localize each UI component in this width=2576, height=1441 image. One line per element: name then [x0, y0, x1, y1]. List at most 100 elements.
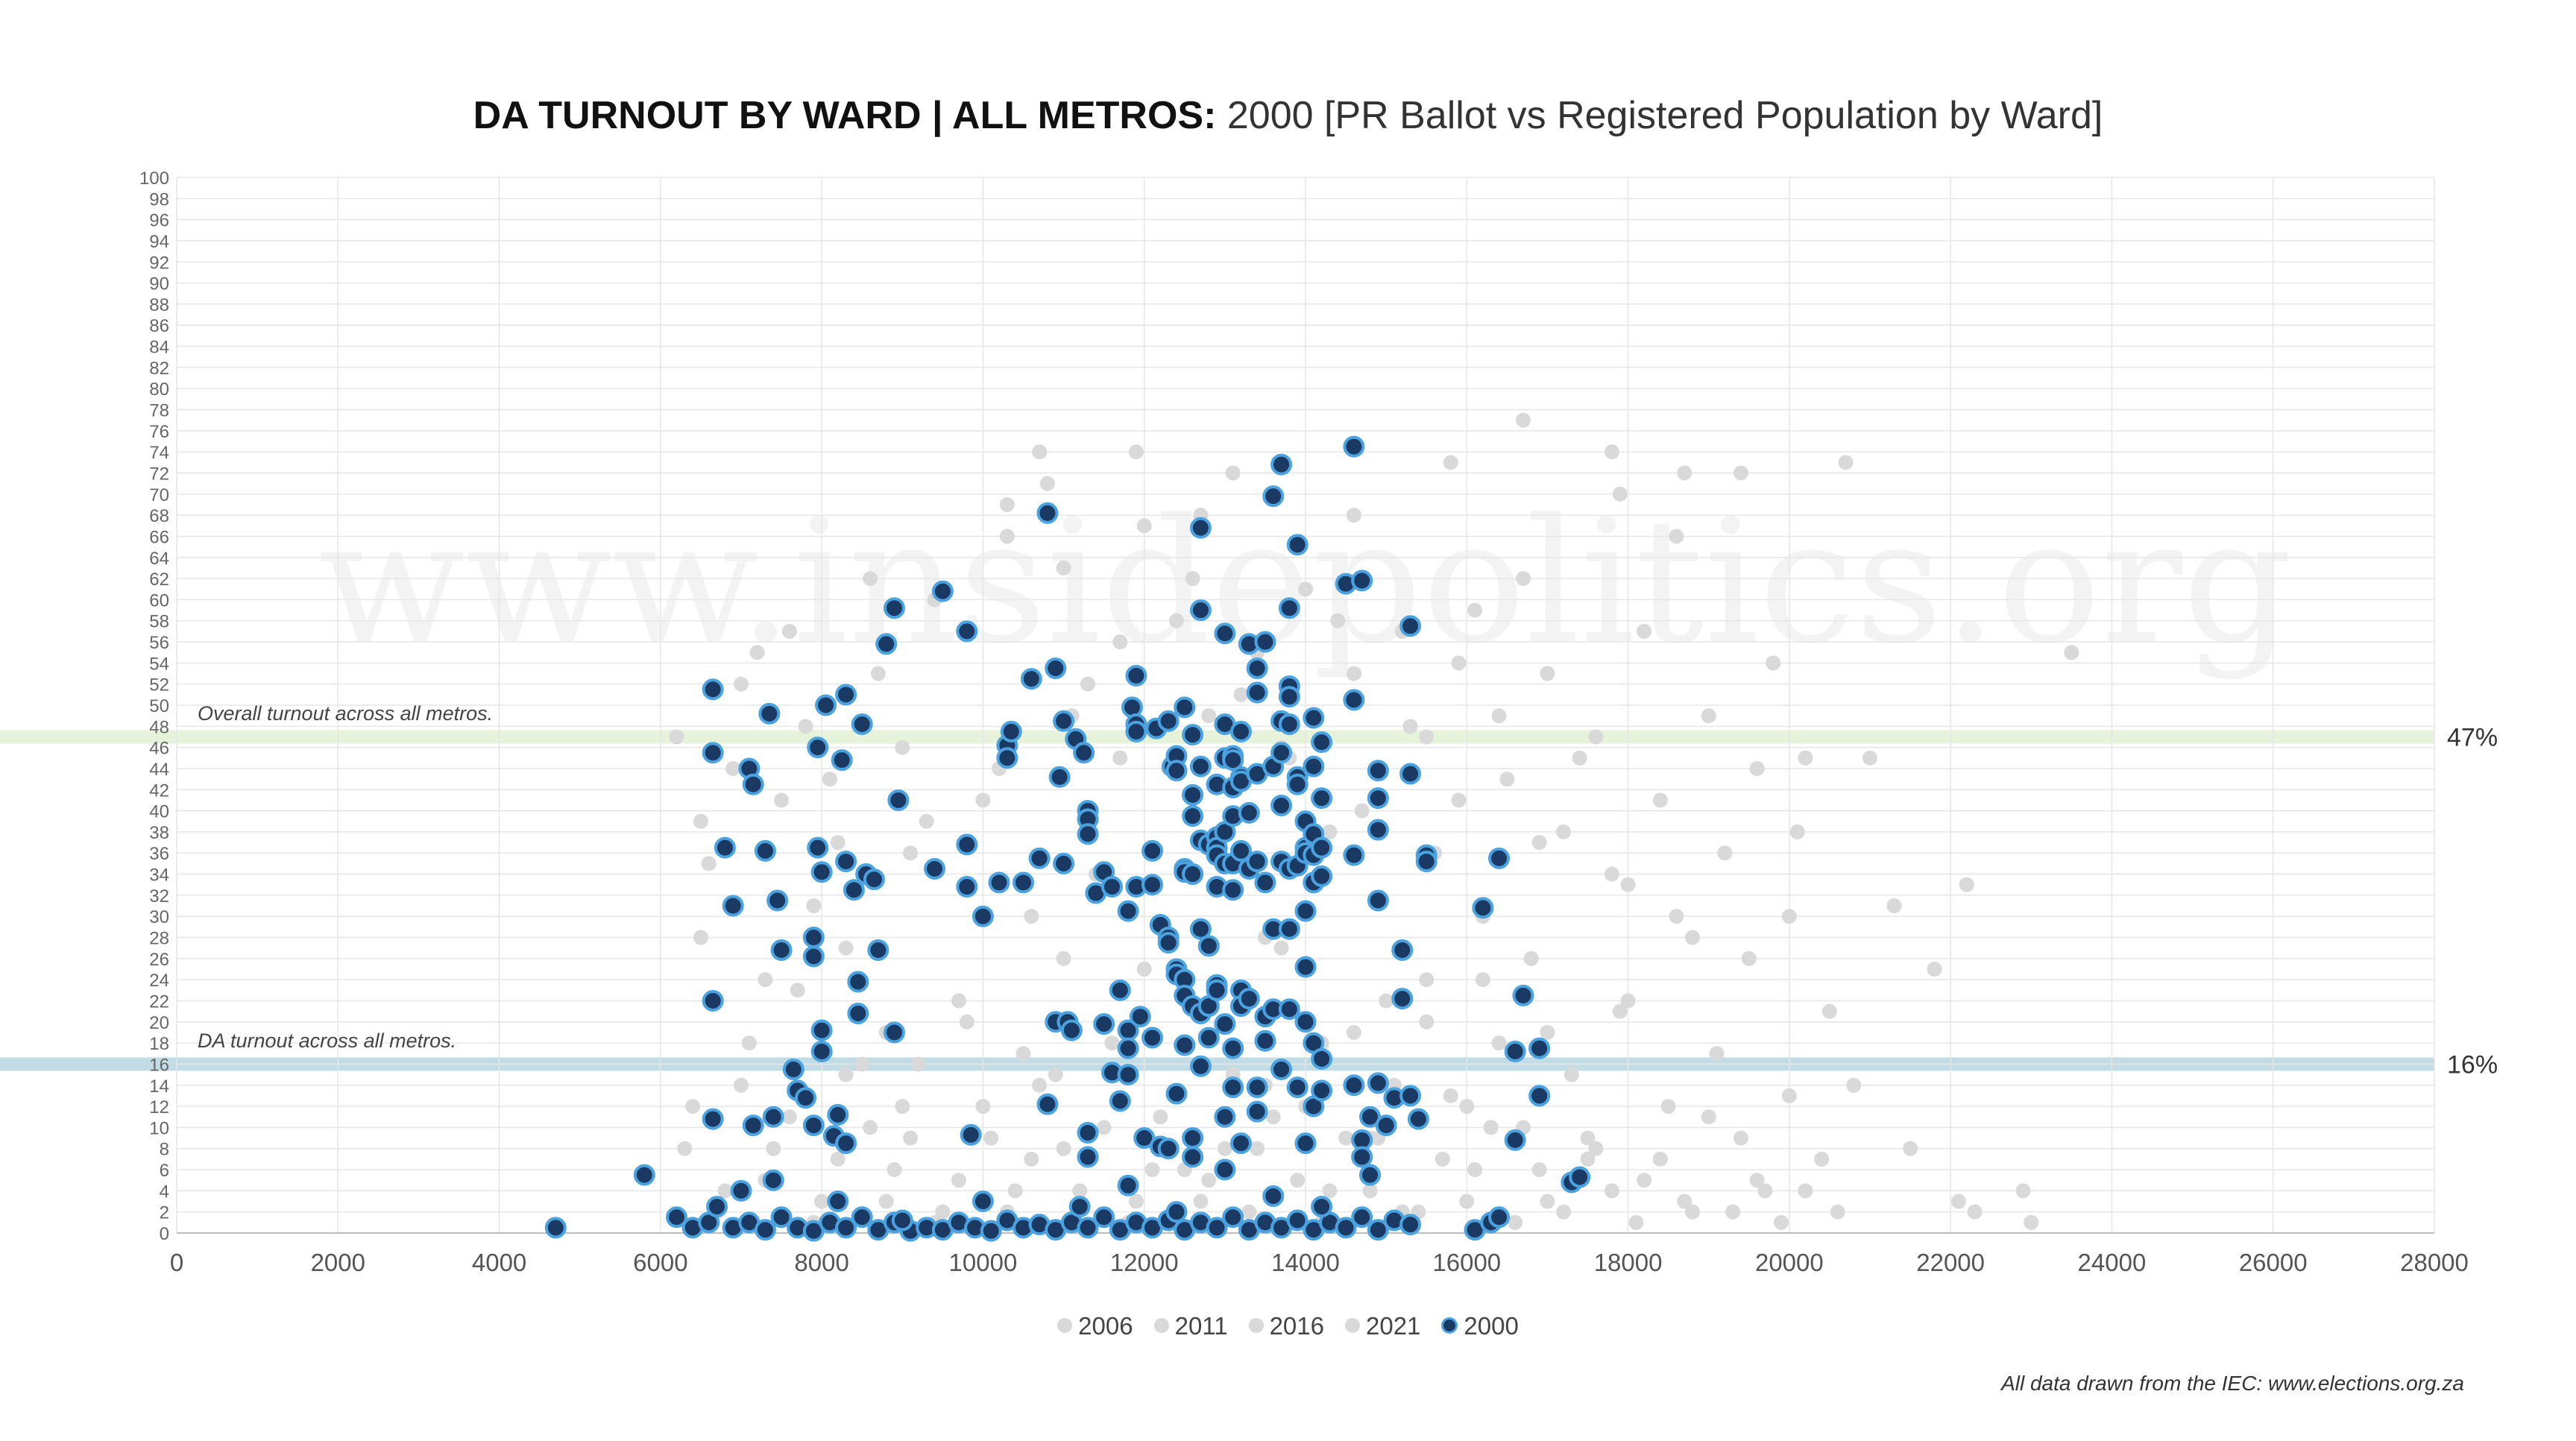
data-point-2000	[1214, 1013, 1236, 1035]
data-point-2000	[1359, 1106, 1382, 1128]
data-point-2000	[1270, 795, 1293, 817]
x-tick-label: 12000	[1110, 1249, 1179, 1276]
data-point-2016	[1443, 1088, 1458, 1103]
data-point-2000	[665, 1206, 687, 1229]
data-point-2016	[1741, 950, 1757, 966]
data-point-2000	[1020, 668, 1042, 690]
data-point-2000	[758, 702, 781, 725]
data-point-2006	[1588, 729, 1604, 745]
data-point-2000	[702, 1108, 724, 1130]
legend-swatch	[1153, 1318, 1169, 1334]
data-point-2016	[1128, 1194, 1144, 1209]
data-point-2000	[1189, 599, 1212, 622]
data-point-2006	[1015, 1046, 1031, 1062]
data-point-2000	[702, 989, 724, 1012]
data-point-2016	[1451, 792, 1467, 808]
data-point-2000	[1286, 1076, 1309, 1099]
y-tick-label: 58	[149, 612, 169, 632]
data-point-2021	[1419, 1014, 1435, 1029]
data-point-2000	[1048, 766, 1071, 788]
reference-value-label-da: 16%	[2447, 1050, 2498, 1079]
data-point-2000	[1000, 720, 1022, 742]
data-point-2000	[863, 868, 885, 891]
data-point-2011	[1515, 412, 1531, 428]
data-point-2000	[1311, 1196, 1333, 1218]
data-point-2000	[827, 1191, 849, 1213]
y-tick-label: 48	[149, 717, 169, 737]
data-point-2021	[1435, 1151, 1450, 1167]
data-point-2000	[1229, 720, 1252, 742]
data-point-2016	[1588, 1141, 1604, 1156]
x-tick-label: 14000	[1271, 1249, 1340, 1276]
data-point-2000	[1214, 622, 1236, 645]
data-point-2021	[1508, 1214, 1523, 1230]
data-point-2000	[1129, 1006, 1151, 1028]
data-point-2000	[770, 939, 793, 962]
data-point-2011	[1322, 824, 1338, 839]
data-point-2000	[1367, 760, 1389, 782]
data-point-2000	[1117, 1174, 1139, 1196]
data-point-2000	[807, 737, 829, 759]
data-point-2000	[1117, 1037, 1139, 1059]
data-point-2000	[766, 889, 789, 912]
data-point-2000	[1278, 686, 1300, 708]
data-point-2006	[1233, 687, 1249, 702]
data-point-2000	[1246, 1100, 1268, 1123]
data-point-2011	[1346, 666, 1361, 681]
x-tick-label: 26000	[2239, 1249, 2308, 1276]
data-point-2000	[1117, 900, 1139, 922]
data-point-2000	[1222, 879, 1244, 901]
data-point-2000	[714, 836, 736, 859]
y-tick-label: 54	[149, 654, 169, 674]
legend-item-2011: 2011	[1153, 1312, 1228, 1340]
data-point-2011	[1677, 465, 1692, 481]
data-point-2000	[1157, 932, 1180, 954]
data-point-2021	[975, 1099, 991, 1114]
y-tick-label: 74	[149, 443, 169, 463]
data-point-2016	[790, 983, 805, 998]
data-point-2021	[1677, 1194, 1692, 1209]
data-point-2011	[1701, 708, 1716, 724]
data-point-2000	[971, 1191, 994, 1213]
data-point-2006	[1039, 476, 1055, 491]
data-point-2000	[1278, 713, 1300, 735]
data-point-2000	[1053, 710, 1075, 732]
data-point-2000	[795, 1087, 817, 1109]
data-point-2000	[1182, 1146, 1204, 1168]
y-tick-label: 34	[149, 865, 169, 886]
data-point-2000	[1343, 689, 1365, 711]
data-point-2006	[1354, 803, 1370, 819]
data-point-2016	[2015, 1183, 2031, 1199]
data-point-2021	[1556, 1204, 1572, 1220]
data-point-2000	[1311, 731, 1333, 754]
data-point-2011	[1798, 750, 1813, 766]
data-point-2006	[1685, 930, 1701, 945]
data-point-2000	[1077, 823, 1099, 845]
y-tick-label: 92	[149, 253, 169, 273]
data-point-2000	[1182, 783, 1204, 806]
data-point-2000	[1375, 1114, 1397, 1137]
x-tick-label: 4000	[472, 1249, 526, 1276]
data-point-2006	[1620, 877, 1636, 892]
data-point-2000	[1182, 805, 1204, 827]
data-point-2000	[851, 1206, 873, 1229]
data-point-2000	[1141, 1027, 1164, 1049]
data-point-2000	[1351, 570, 1373, 592]
y-tick-label: 28	[149, 929, 169, 949]
chart-legend: 2006 2011 2016 2021 2000	[0, 1312, 2576, 1340]
data-point-2000	[1270, 453, 1293, 476]
data-point-2021	[1241, 1204, 1257, 1220]
y-tick-label: 70	[149, 485, 169, 505]
legend-label: 2011	[1174, 1312, 1228, 1340]
data-point-2000	[1472, 897, 1494, 919]
data-point-2011	[1766, 655, 1781, 671]
data-point-2021	[1774, 1214, 1789, 1230]
data-point-2011	[1201, 708, 1217, 724]
source-note: All data drawn from the IEC: www.electio…	[2001, 1372, 2464, 1395]
data-point-2006	[1781, 909, 1797, 924]
y-tick-label: 4	[160, 1182, 169, 1202]
data-point-2000	[1294, 900, 1317, 922]
data-point-2000	[810, 1040, 833, 1062]
data-point-2000	[1278, 998, 1300, 1021]
x-tick-label: 0	[170, 1249, 183, 1276]
